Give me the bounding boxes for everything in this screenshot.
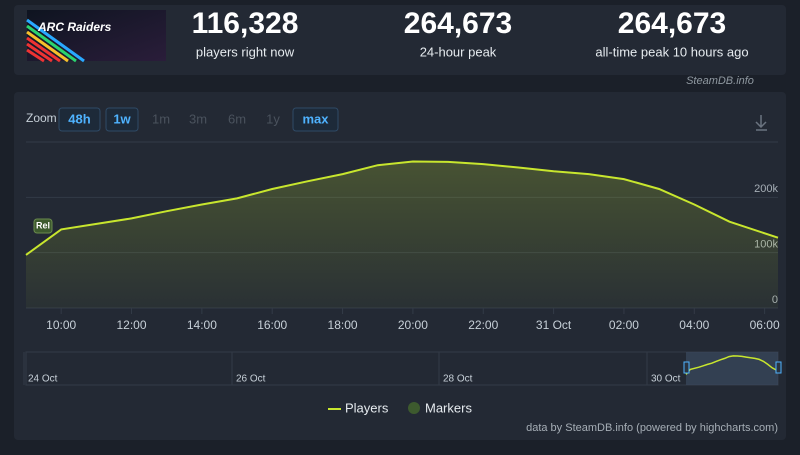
legend-label[interactable]: Markers — [425, 400, 472, 415]
zoom-button-label[interactable]: max — [302, 111, 329, 126]
stat-value: 116,328 — [192, 7, 299, 40]
zoom-button-label[interactable]: 1w — [113, 111, 131, 126]
x-tick-label: 31 Oct — [536, 318, 572, 332]
navigator-date: 30 Oct — [651, 374, 681, 385]
stat-label: all-time peak 10 hours ago — [595, 44, 748, 59]
zoom-button-label[interactable]: 1m — [152, 111, 170, 126]
zoom-button-label[interactable]: 48h — [68, 111, 90, 126]
stat-value: 264,673 — [404, 7, 512, 40]
y-tick-label: 200k — [754, 183, 778, 195]
zoom-button-label[interactable]: 6m — [228, 111, 246, 126]
navigator-selection[interactable] — [686, 352, 778, 385]
zoom-button-label[interactable]: 1y — [266, 111, 280, 126]
zoom-button[interactable] — [105, 107, 139, 132]
x-tick-label: 18:00 — [328, 318, 358, 332]
stat-label: players right now — [196, 44, 295, 59]
zoom-button[interactable] — [58, 107, 101, 132]
x-tick-label: 22:00 — [468, 318, 498, 332]
navigator-date: 28 Oct — [443, 374, 473, 385]
x-tick-label: 14:00 — [187, 318, 217, 332]
x-tick-label: 16:00 — [257, 318, 287, 332]
x-tick-label: 20:00 — [398, 318, 428, 332]
source[interactable]: SteamDB.info — [686, 75, 754, 87]
series-area — [26, 161, 778, 308]
zoom-button[interactable] — [292, 107, 339, 132]
x-tick-label: 10:00 — [46, 318, 76, 332]
marker-label: Rel — [36, 220, 50, 230]
download-icon[interactable] — [755, 115, 767, 131]
stat-label: 24-hour peak — [420, 44, 497, 59]
navigator-handle[interactable] — [683, 361, 690, 374]
x-tick-label: 04:00 — [679, 318, 709, 332]
navigator-date: 24 Oct — [28, 374, 58, 385]
x-tick-label: 06:00 — [750, 318, 780, 332]
x-tick-label: 12:00 — [117, 318, 147, 332]
navigator-line — [685, 355, 779, 375]
navigator-handle[interactable] — [775, 361, 782, 374]
stats-card — [14, 5, 786, 75]
art-stripes — [26, 18, 85, 63]
zoom-button-label[interactable]: 3m — [189, 111, 207, 126]
marker-flag[interactable] — [33, 218, 53, 234]
game-art-text: ARC Raiders — [37, 20, 112, 34]
navigator-date: 26 Oct — [236, 374, 266, 385]
series-line — [25, 160, 779, 256]
zoom-label: Zoom — [26, 111, 57, 125]
legend-label[interactable]: Players — [345, 400, 389, 415]
credits[interactable]: data by SteamDB.info (powered by highcha… — [526, 422, 778, 434]
stat-value: 264,673 — [618, 7, 726, 40]
x-tick-label: 02:00 — [609, 318, 639, 332]
legend-marker[interactable] — [408, 402, 420, 414]
